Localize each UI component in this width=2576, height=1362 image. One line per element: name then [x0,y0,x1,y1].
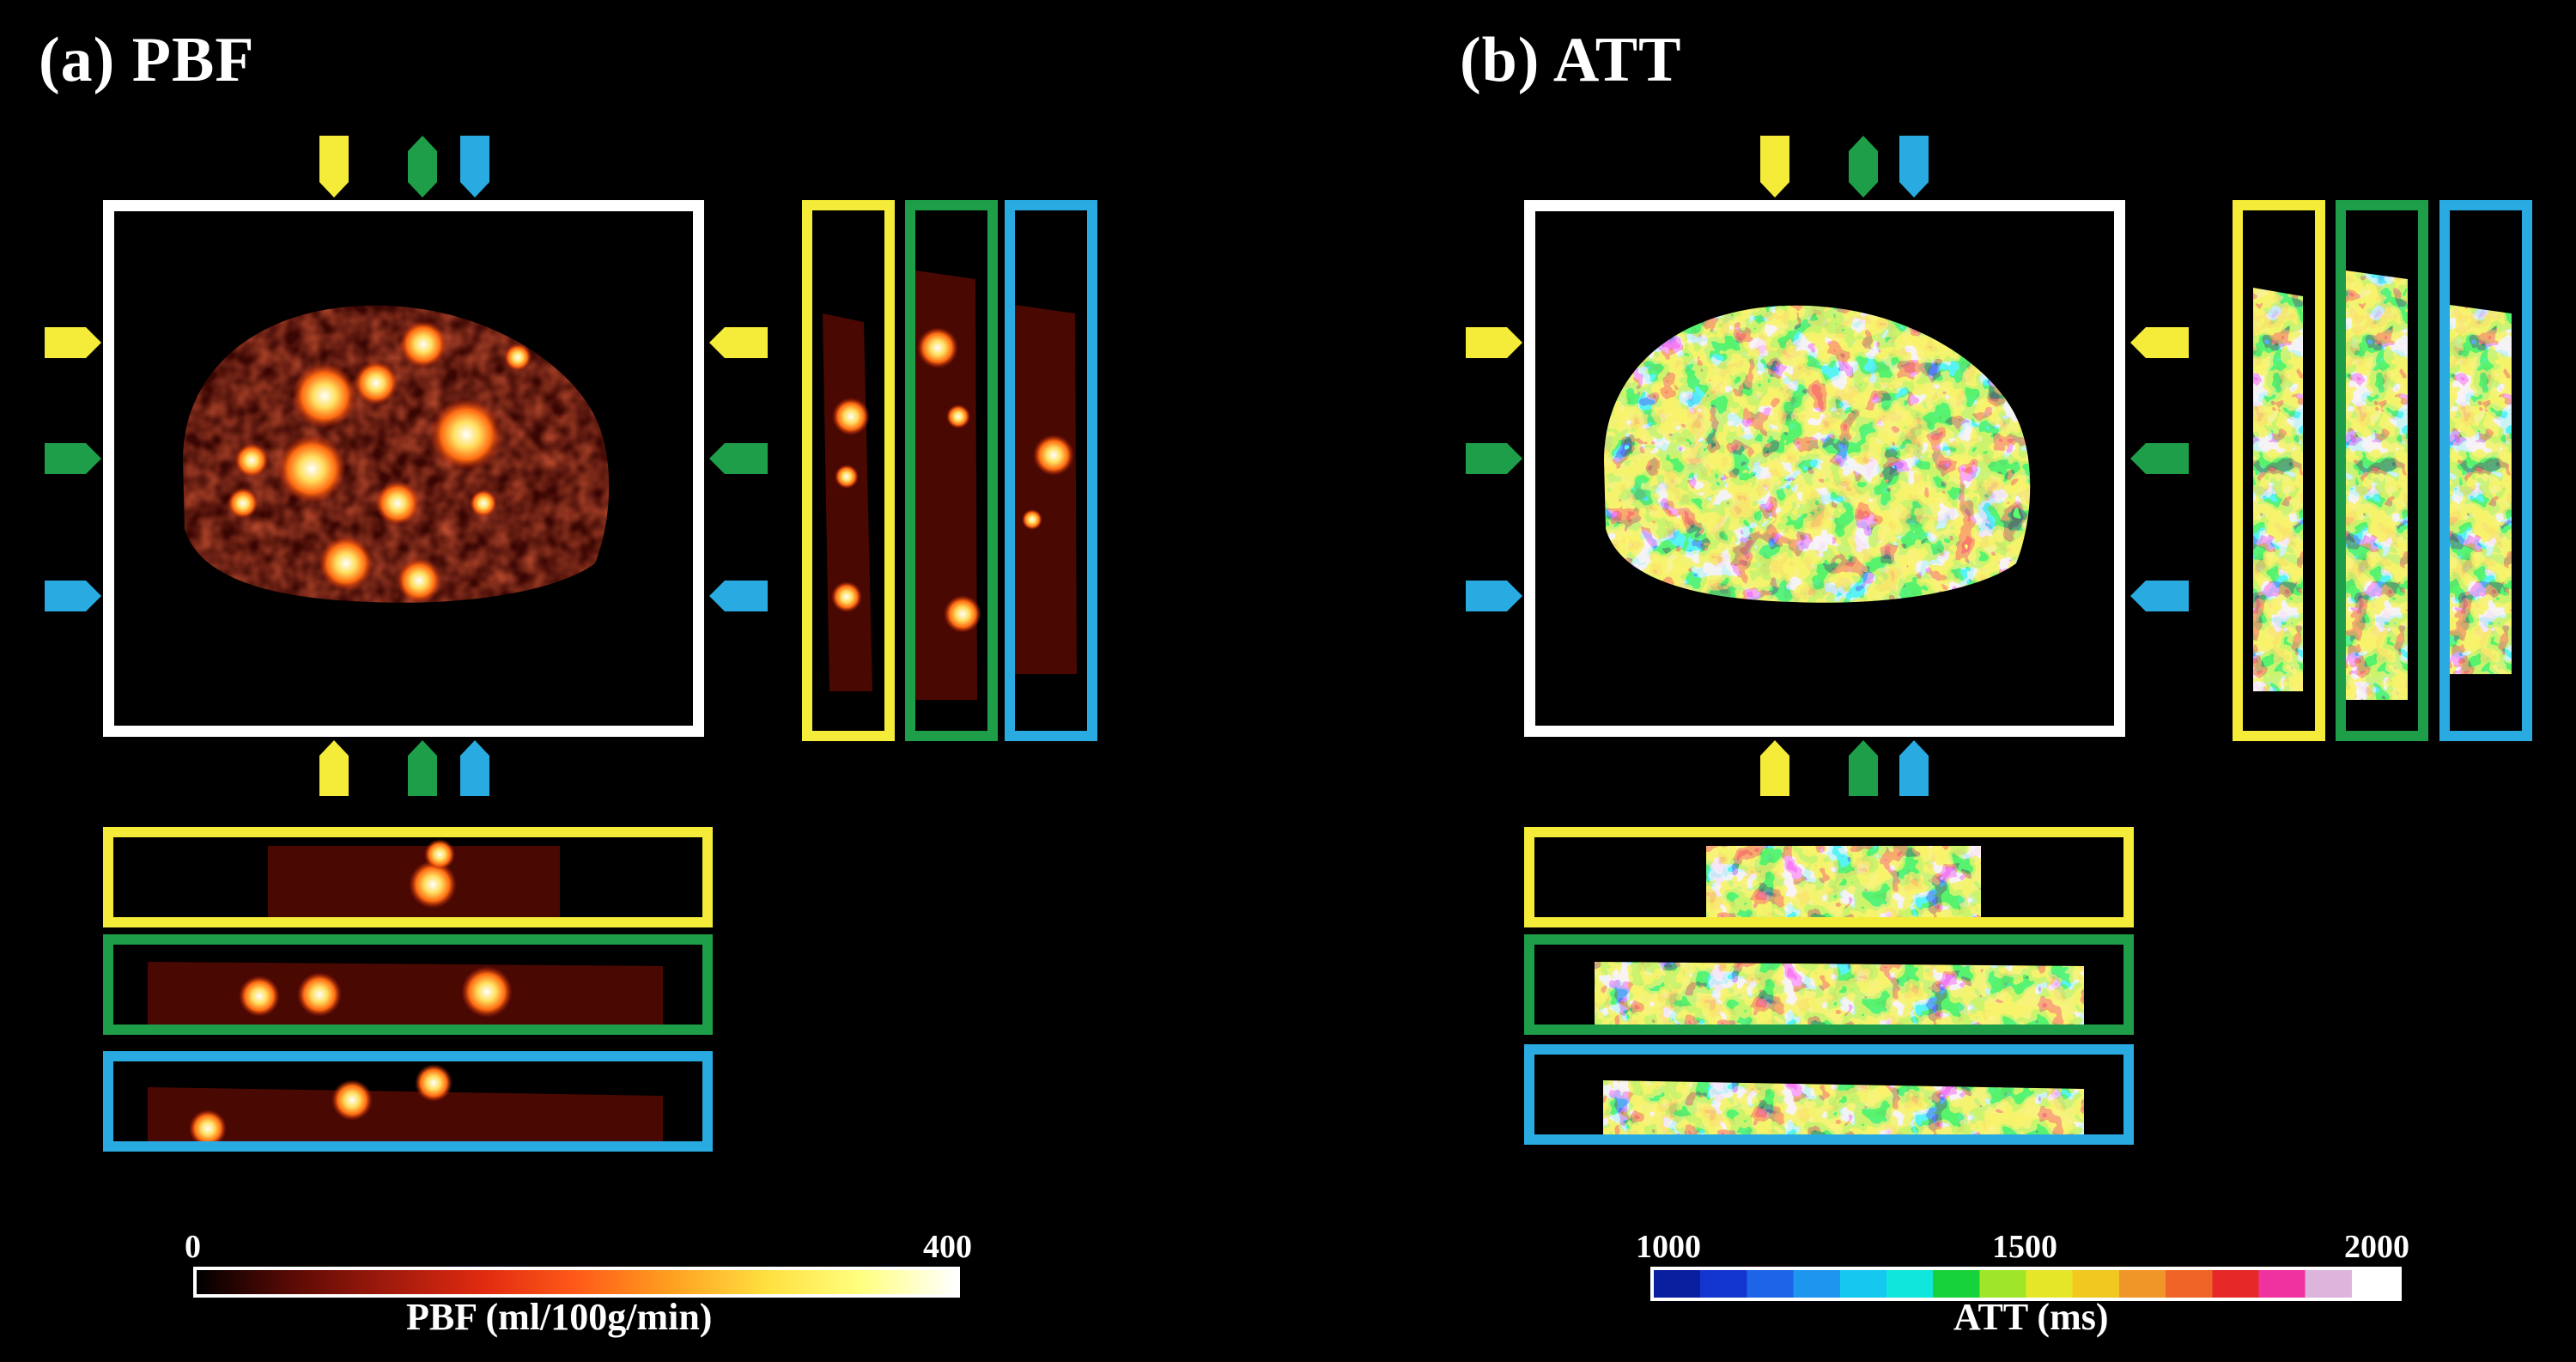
coronal-view-yellow [1524,827,2134,927]
panel-pbf: (a) PBF [39,25,1097,1338]
axial-view [103,200,704,737]
slice-marker-green-right [2130,443,2189,474]
colorbar-label: PBF (ml/100g/min) [406,1296,713,1338]
att-sagittal-image [2253,288,2303,691]
att-coronal-image [1603,1080,2084,1134]
pbf-colorbar [193,1267,960,1298]
slice-marker-green-left [45,443,101,474]
slice-marker-blue-left [45,581,101,611]
slice-marker-green-right [709,443,768,474]
coronal-view-green [103,934,713,1035]
slice-marker-blue-left [1466,581,1522,611]
att-coronal-image [1595,962,2084,1025]
pbf-sagittal-image [1015,305,1077,674]
slice-marker-blue-top [460,136,489,198]
colorbar-min-label: 1000 [1636,1229,1701,1265]
coronal-view-blue [103,1051,713,1152]
coronal-view-green [1524,934,2134,1035]
att-axial-image [1604,305,2031,603]
slice-marker-blue-right [709,581,768,611]
pbf-sagittal-image [823,313,872,691]
slice-marker-yellow-left [45,327,101,358]
panel-title: (a) PBF [39,25,255,95]
slice-marker-yellow-right [2130,327,2189,358]
slice-marker-green-left [1466,443,1522,474]
slice-marker-green-top [408,136,437,198]
slice-marker-yellow-top [319,136,349,198]
coronal-view-blue [1524,1044,2134,1145]
sagittal-view-green [905,200,998,741]
att-sagittal-image [2450,305,2512,674]
att-coronal-image [1706,846,1981,917]
att-sagittal-image [2346,271,2408,700]
sagittal-view-yellow [2233,200,2325,741]
colorbar-max-label: 2000 [2344,1229,2409,1265]
colorbar-max-label: 400 [923,1229,972,1265]
slice-marker-blue-top [1899,136,1929,198]
pbf-coronal-image [148,962,663,1025]
slice-marker-green-bottom [1849,740,1878,796]
slice-marker-yellow-right [709,327,768,358]
slice-marker-green-top [1849,136,1878,198]
pbf-axial-image [183,305,610,603]
pbf-coronal-image [148,1064,663,1141]
coronal-view-yellow [103,827,713,927]
sagittal-view-yellow [802,200,895,741]
slice-marker-yellow-bottom [1760,740,1789,796]
slice-marker-blue-right [2130,581,2189,611]
sagittal-view-blue [1005,200,1097,741]
slice-marker-yellow-left [1466,327,1522,358]
slice-marker-blue-bottom [1899,740,1929,796]
colorbar-min-label: 0 [185,1229,201,1265]
panel-att: (b) ATT [1421,0,2576,1362]
slice-marker-green-bottom [408,740,437,796]
slice-marker-yellow-bottom [319,740,349,796]
colorbar-mid-label: 1500 [1992,1229,2057,1265]
sagittal-view-green [2336,200,2428,741]
axial-view [1524,200,2125,737]
pbf-sagittal-image [915,271,981,700]
panel-title: (b) ATT [1460,25,1682,95]
pbf-coronal-image [268,839,560,917]
slice-marker-yellow-top [1760,136,1789,198]
sagittal-view-blue [2439,200,2532,741]
colorbar-label: ATT (ms) [1953,1296,2109,1338]
slice-marker-blue-bottom [460,740,489,796]
att-colorbar [1650,1267,2402,1301]
